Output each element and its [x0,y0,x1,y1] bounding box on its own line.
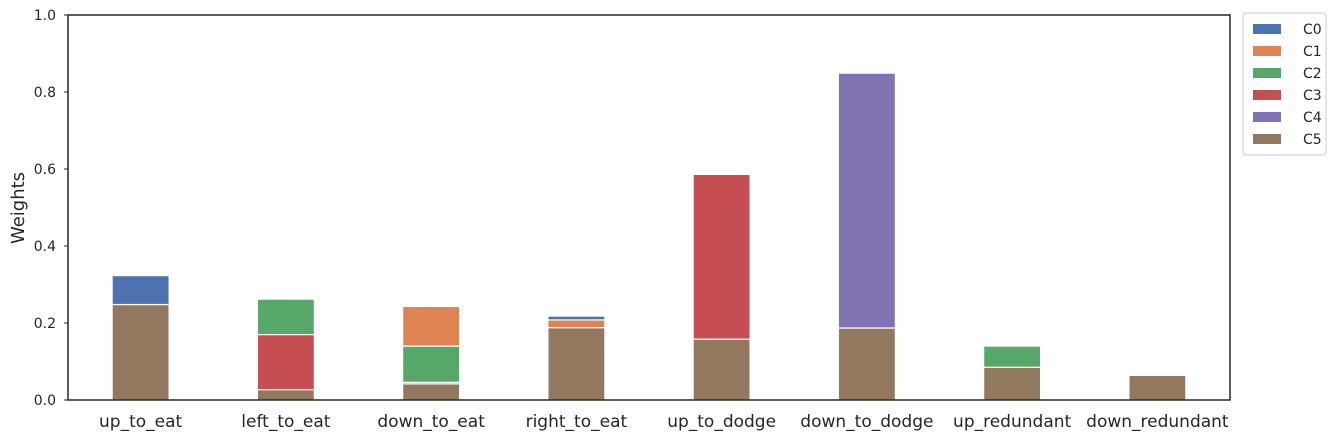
bar-segment-c4-down_to_dodge [837,72,896,329]
y-tick-label: 0.6 [34,162,56,178]
x-tick-label-down_to_eat: down_to_eat [377,412,485,432]
plot-frame [67,14,1231,401]
y-tick-label: 0.2 [34,316,56,332]
bar-segment-c2-down_to_eat [402,345,461,383]
x-tick-label-left_to_eat: left_to_eat [241,412,330,432]
x-tick-label-up_redundant: up_redundant [953,412,1071,432]
y-tick-label: 0.0 [34,393,56,409]
bar-segment-c0-right_to_eat [547,315,606,321]
x-tick-label-up_to_eat: up_to_eat [99,412,183,432]
bar-segment-c2-left_to_eat [256,298,315,336]
bar-segment-c3-up_to_dodge [692,173,751,340]
legend-swatch-c1 [1253,46,1281,56]
x-axis-ticks: up_to_eat left_to_eat down_to_eat right_to_… [99,412,1229,432]
bar-segment-c5-up_to_dodge [692,338,751,401]
bar-segment-c5-down_to_eat [402,383,461,401]
legend-label-c4: C4 [1303,110,1322,126]
bar-segment-c5-down_redundant [1128,374,1187,401]
y-tick-label: 0.4 [34,239,56,255]
bar-segment-c5-up_redundant [983,366,1042,401]
bar-segment-c2-up_redundant [983,345,1042,368]
y-tick-label: 1.0 [34,8,56,24]
x-tick-label-down_to_dodge: down_to_dodge [800,412,933,432]
bar-segment-c0-up_to_eat [111,275,170,306]
legend: C0 C1 C2 C3 C4 C5 [1242,12,1327,156]
x-tick-label-right_to_eat: right_to_eat [526,412,628,432]
bar-segment-c5-down_to_dodge [837,327,896,401]
x-tick-label-down_redundant: down_redundant [1086,412,1229,432]
y-tick-label: 0.8 [34,85,56,101]
y-axis-ticks: 0.0 0.2 0.4 0.6 0.8 1.0 [34,8,68,409]
legend-swatch-c0 [1253,24,1281,34]
x-tick-label-up_to_dodge: up_to_dodge [667,412,776,432]
bar-segment-c1-down_to_eat [402,305,461,347]
y-axis-label: Weights [8,172,29,244]
legend-swatch-c2 [1253,68,1281,78]
bar-segment-c3-left_to_eat [256,333,315,391]
legend-label-c3: C3 [1303,88,1322,104]
legend-swatch-c3 [1253,90,1281,100]
legend-swatch-c5 [1253,134,1281,144]
legend-swatch-c4 [1253,112,1281,122]
legend-label-c2: C2 [1303,66,1322,82]
bar-segment-c5-up_to_eat [111,303,170,401]
legend-label-c1: C1 [1303,44,1322,60]
bar-segment-c5-left_to_eat [256,389,315,401]
bars-group [111,72,1187,401]
legend-label-c0: C0 [1303,22,1322,38]
bar-segment-c1-right_to_eat [547,319,606,329]
legend-label-c5: C5 [1303,132,1322,148]
bar-segment-c5-right_to_eat [547,327,606,401]
